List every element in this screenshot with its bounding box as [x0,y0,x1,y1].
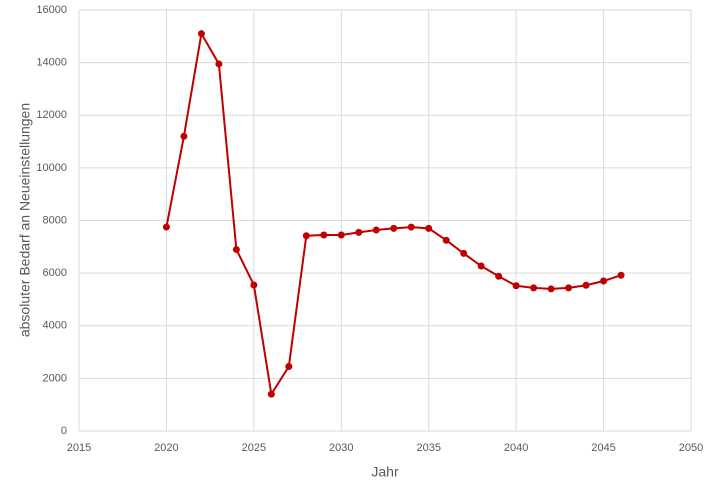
data-point [460,249,468,257]
y-tick-label: 10000 [36,162,67,174]
data-point [600,277,608,285]
data-point [180,132,188,140]
data-point [302,232,310,240]
data-point [337,231,345,239]
data-point [390,224,398,232]
y-tick-label: 0 [61,425,67,437]
data-point [162,223,170,231]
data-point [442,236,450,244]
y-tick-label: 8000 [43,214,67,226]
x-tick-label: 2020 [154,442,178,454]
x-tick-label: 2030 [329,442,353,454]
data-point [617,271,625,279]
y-tick-label: 12000 [36,109,67,121]
data-point [407,223,415,231]
x-axis-title: Jahr [371,464,399,480]
data-point [582,281,590,289]
x-tick-label: 2025 [242,442,266,454]
data-point [285,363,293,371]
data-point [197,30,205,38]
data-point [495,272,503,280]
data-point [477,262,485,270]
data-point [372,226,380,234]
data-point [425,224,433,232]
data-point [250,281,258,289]
series-line [165,30,622,397]
data-point [320,231,328,239]
x-tick-label: 2035 [416,442,440,454]
y-tick-label: 6000 [43,267,67,279]
x-tick-label: 2015 [67,442,91,454]
data-point [547,285,555,293]
y-axis-title: absoluter Bedarf an Neueinstellungen [17,103,33,337]
data-point [512,282,520,290]
x-tick-label: 2045 [591,442,615,454]
x-tick-label: 2040 [504,442,528,454]
y-tick-label: 4000 [43,320,67,332]
y-tick-label: 14000 [36,57,67,69]
y-tick-label: 2000 [43,372,67,384]
data-point [215,60,223,68]
data-point [355,228,363,236]
data-point [267,390,275,398]
y-tick-label: 16000 [36,4,67,16]
data-point [565,284,573,292]
data-point [232,245,240,253]
x-tick-label: 2050 [679,442,703,454]
data-point [530,284,538,292]
